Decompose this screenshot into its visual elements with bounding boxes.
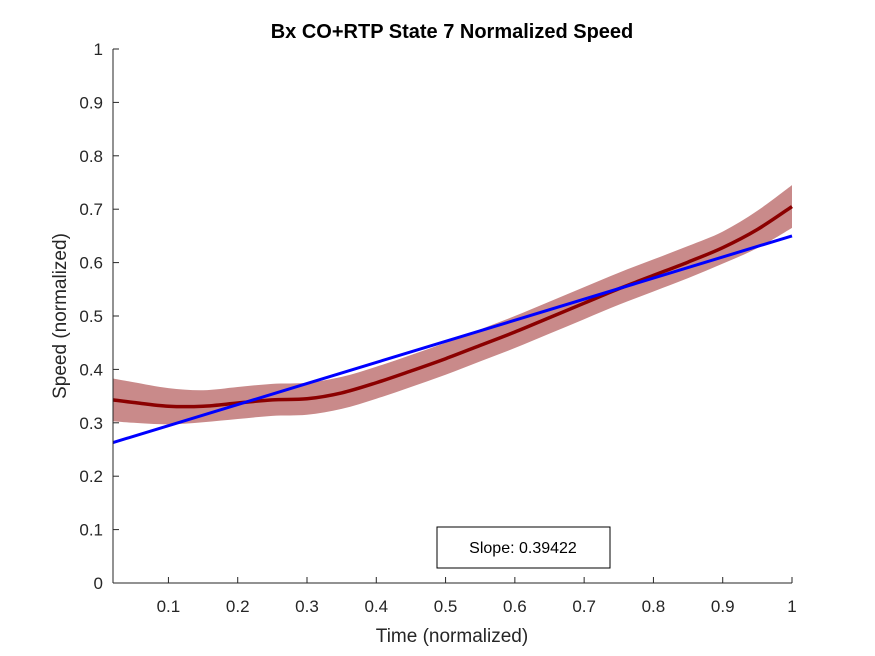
x-tick-label: 0.1	[157, 597, 181, 616]
linear-fit-line	[112, 234, 793, 444]
slope-annotation: Slope: 0.39422	[436, 526, 611, 569]
y-axis-ticks: 0 0.1 0.2 0.3 0.4 0.5 0.6 0.7 0.8 0.9 1	[79, 40, 119, 593]
y-tick-label: 0.2	[79, 467, 103, 486]
x-tick-label: 0.8	[642, 597, 666, 616]
x-tick-label: 0.2	[226, 597, 250, 616]
x-tick-label: 0.4	[364, 597, 388, 616]
x-tick-label: 0.3	[295, 597, 319, 616]
x-axis-ticks: 0.1 0.2 0.3 0.4 0.5 0.6 0.7 0.8 0.9 1	[157, 577, 797, 616]
x-tick-label: 0.9	[711, 597, 735, 616]
y-tick-label: 0.1	[79, 521, 103, 540]
slope-annotation-text: Slope: 0.39422	[469, 540, 577, 557]
y-tick-label: 0.4	[79, 360, 103, 379]
plot-area	[112, 185, 793, 444]
confidence-band	[113, 185, 792, 425]
x-tick-label: 1	[787, 597, 796, 616]
slope-annotation-box	[436, 526, 611, 569]
y-tick-label: 0.8	[79, 147, 103, 166]
x-tick-label: 0.6	[503, 597, 527, 616]
x-tick-label: 0.5	[434, 597, 458, 616]
x-tick-label: 0.7	[572, 597, 596, 616]
y-tick-label: 0	[94, 574, 103, 593]
y-tick-label: 0.5	[79, 307, 103, 326]
y-tick-label: 0.9	[79, 93, 103, 112]
x-axis-label: Time (normalized)	[376, 626, 528, 647]
y-tick-label: 0.3	[79, 414, 103, 433]
y-tick-label: 0.7	[79, 200, 103, 219]
y-tick-label: 1	[94, 40, 103, 59]
y-tick-label: 0.6	[79, 254, 103, 273]
chart-title: Bx CO+RTP State 7 Normalized Speed	[271, 21, 634, 43]
mean-speed-line	[112, 205, 793, 409]
y-axis-label: Speed (normalized)	[50, 233, 71, 399]
